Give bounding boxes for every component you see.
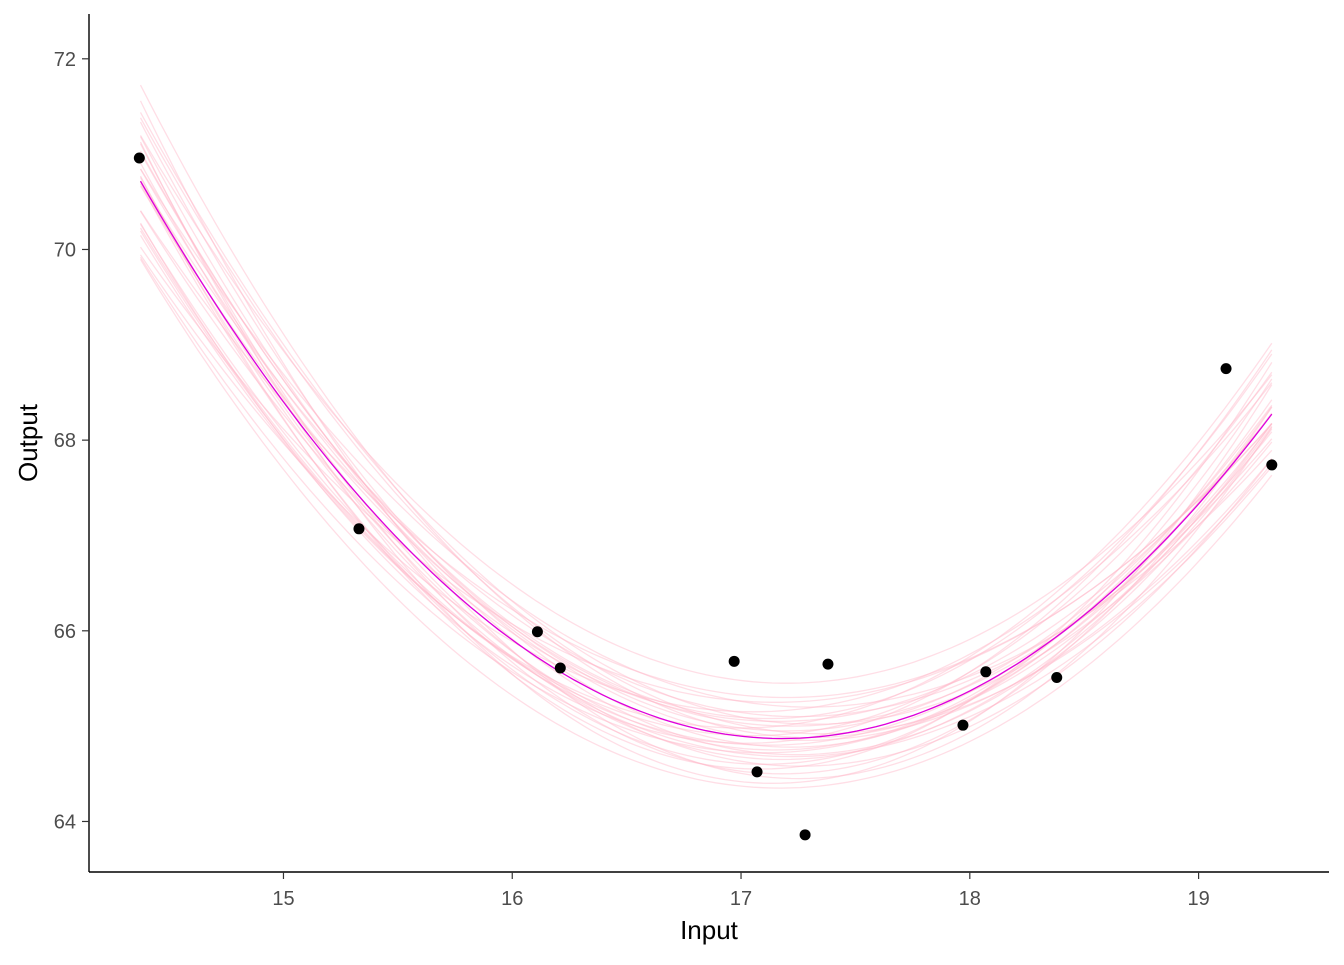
data-point-10 <box>1051 672 1063 684</box>
y-tick-label: 72 <box>54 49 76 71</box>
draw-line-6 <box>139 227 1273 746</box>
draw-line-13 <box>139 210 1273 723</box>
draw-line-22 <box>139 162 1273 767</box>
data-point-2 <box>531 626 543 638</box>
data-point-7 <box>822 658 834 670</box>
data-point-0 <box>133 152 145 164</box>
draw-line-11 <box>139 168 1273 742</box>
draw-line-31 <box>139 150 1273 720</box>
y-tick-label: 68 <box>54 430 76 452</box>
data-points <box>133 152 1278 841</box>
draw-line-26 <box>139 222 1273 744</box>
draw-line-18 <box>139 141 1273 784</box>
draw-line-1 <box>139 177 1273 751</box>
data-point-5 <box>751 766 763 778</box>
data-point-3 <box>554 662 566 674</box>
draw-line-8 <box>139 168 1273 708</box>
x-axis-label: Input <box>680 915 739 945</box>
x-tick-label: 17 <box>730 888 752 910</box>
x-tick-label: 18 <box>959 888 981 910</box>
y-tick-label: 70 <box>54 239 76 261</box>
draw-line-25 <box>139 246 1273 703</box>
draw-line-12 <box>139 181 1273 761</box>
x-tick-label: 16 <box>501 888 523 910</box>
y-tick-label: 66 <box>54 621 76 643</box>
draw-line-29 <box>139 100 1273 780</box>
data-point-11 <box>1220 363 1232 375</box>
draw-line-19 <box>139 256 1273 754</box>
draw-line-5 <box>139 152 1273 732</box>
data-point-1 <box>353 523 365 535</box>
draw-line-15 <box>139 117 1273 735</box>
draw-line-21 <box>139 254 1273 713</box>
draw-line-9 <box>139 175 1273 770</box>
draw-line-10 <box>139 230 1273 737</box>
draw-line-3 <box>139 183 1273 765</box>
data-point-6 <box>799 829 811 841</box>
data-point-12 <box>1266 459 1278 471</box>
data-point-4 <box>728 655 740 667</box>
draw-line-14 <box>139 121 1273 748</box>
draw-line-30 <box>139 258 1273 789</box>
draw-line-16 <box>139 235 1273 729</box>
x-tick-label: 19 <box>1187 888 1209 910</box>
draw-line-28 <box>139 223 1273 758</box>
draw-line-0 <box>139 180 1273 740</box>
draw-line-7 <box>139 136 1273 756</box>
data-point-9 <box>980 666 992 678</box>
draw-line-23 <box>139 135 1273 684</box>
y-tick-label: 64 <box>54 811 76 833</box>
draw-line-2 <box>139 185 1273 727</box>
data-point-8 <box>957 719 969 731</box>
draw-line-17 <box>139 210 1273 699</box>
draw-line-4 <box>139 180 1273 718</box>
y-axis-label: Output <box>13 403 43 482</box>
posterior-draw-lines <box>139 84 1273 789</box>
x-tick-label: 15 <box>272 888 294 910</box>
draw-line-27 <box>139 112 1273 725</box>
draw-line-20 <box>139 84 1273 739</box>
fit-curve <box>139 180 1273 740</box>
